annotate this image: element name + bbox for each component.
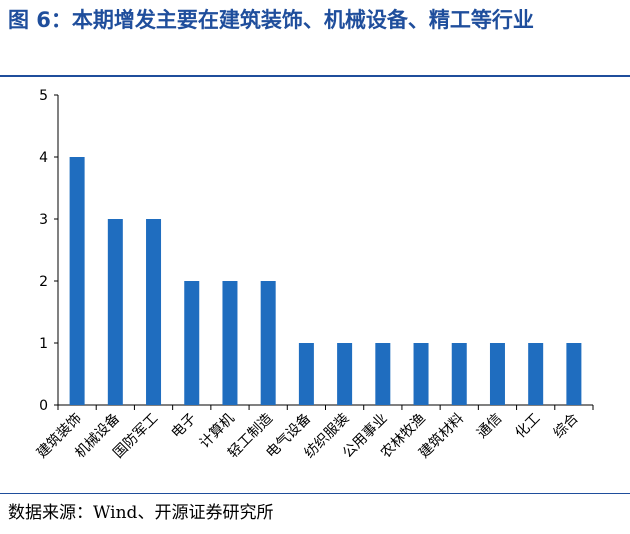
bar-6	[260, 281, 276, 405]
bar-11	[451, 343, 467, 405]
x-tick-label: 综合	[551, 411, 582, 442]
x-tick-label: 化工	[512, 411, 543, 442]
bar-13	[528, 343, 544, 405]
y-tick-label: 4	[39, 150, 48, 166]
figure-title: 图 6：本期增发主要在建筑装饰、机械设备、精工等行业	[8, 8, 534, 32]
y-tick-label: 0	[39, 398, 48, 414]
bar-8	[337, 343, 353, 405]
y-tick-label: 5	[39, 88, 48, 104]
bar-3	[146, 219, 162, 405]
source-note: 数据来源：Wind、开源证券研究所	[8, 503, 274, 523]
bar-1	[69, 157, 85, 405]
bar-12	[489, 343, 505, 405]
title-divider	[0, 75, 630, 77]
x-tick-label: 电子	[168, 411, 199, 442]
chart-axes	[54, 94, 594, 410]
bar-2	[107, 219, 123, 405]
bar-7	[298, 343, 314, 405]
bar-4	[184, 281, 200, 405]
bar-9	[375, 343, 391, 405]
y-tick-label: 1	[39, 336, 48, 352]
bar-10	[413, 343, 429, 405]
bar-5	[222, 281, 238, 405]
source-divider	[0, 493, 630, 494]
y-tick-label: 2	[39, 274, 48, 290]
x-tick-label: 通信	[474, 411, 505, 442]
bar-14	[566, 343, 582, 405]
y-tick-label: 3	[39, 212, 48, 228]
chart-bars	[69, 157, 582, 405]
y-tick-labels: 0 1 2 3 4 5	[39, 88, 48, 414]
